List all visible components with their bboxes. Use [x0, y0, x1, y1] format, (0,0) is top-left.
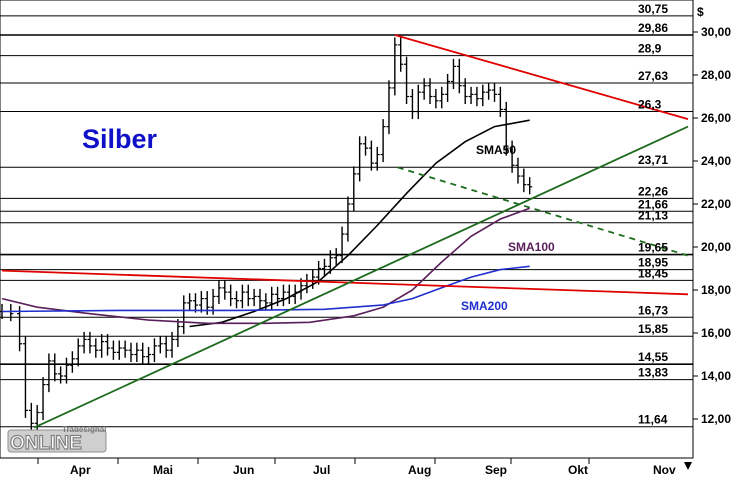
- y-tick-label: 22,00: [701, 197, 731, 211]
- level-label: 21,66: [638, 197, 668, 211]
- level-label: 26,3: [638, 98, 662, 112]
- level-label: 11,64: [638, 413, 668, 427]
- trendline: [1, 269, 689, 296]
- series-sma100: [1, 207, 530, 325]
- y-tick-label: 20,00: [701, 240, 731, 254]
- level-labels: 30,75 29,86 28,9 27,63 26,3 23,71 22,2621,6621…: [638, 2, 668, 427]
- x-tick-label: Okt: [568, 463, 588, 477]
- y-axis-unit: $: [697, 5, 704, 19]
- series-sma200: [1, 265, 530, 313]
- level-label: 14,55: [638, 350, 668, 364]
- level-label: 23,71: [638, 153, 668, 167]
- series-label: SMA100: [508, 240, 555, 254]
- trendlines: [1, 34, 689, 429]
- trendline: [33, 125, 689, 429]
- y-tick-label: 14,00: [701, 369, 731, 383]
- x-tick-label: Nov: [653, 463, 676, 477]
- level-label: 18,45: [638, 266, 668, 280]
- y-tick-label: 18,00: [701, 283, 731, 297]
- tradesignal-online-logo: Tradesignal ONLINE: [7, 425, 107, 455]
- indicator-lines: SMA50 SMA100 SMA200: [1, 119, 555, 328]
- x-tick-label: Aug: [408, 463, 431, 477]
- x-tick-label: Jun: [233, 463, 254, 477]
- level-label: 22,26: [638, 184, 668, 198]
- y-tick-label: 26,00: [701, 111, 731, 125]
- series-sma50: [189, 119, 530, 328]
- level-label: 28,9: [638, 42, 662, 56]
- axes: 12,00 14,00 16,00 18,00 20,00 22,00 24,00 26,00…: [0, 0, 731, 477]
- level-label: 19,65: [638, 241, 668, 255]
- svg-text:Tradesignal: Tradesignal: [62, 425, 106, 434]
- y-tick-label: 28,00: [701, 68, 731, 82]
- level-label: 30,75: [638, 2, 668, 16]
- level-label: 16,73: [638, 303, 668, 317]
- plot-frame: [0, 0, 694, 459]
- level-label: 27,63: [638, 69, 668, 83]
- x-tick-label: Sep: [485, 463, 507, 477]
- y-tick-label: 30,00: [701, 25, 731, 39]
- chart-title: Silber: [82, 124, 158, 154]
- trendline: [394, 34, 689, 120]
- scroll-arrow-icon: [684, 462, 692, 470]
- y-tick-label: 16,00: [701, 326, 731, 340]
- level-label: 13,83: [638, 366, 668, 380]
- x-tick-label: Mai: [153, 463, 173, 477]
- level-label: 21,13: [638, 209, 668, 223]
- series-label: SMA200: [461, 299, 508, 313]
- x-tick-label: Apr: [70, 463, 91, 477]
- series-label: SMA50: [476, 143, 516, 157]
- svg-text:ONLINE: ONLINE: [10, 433, 82, 454]
- x-tick-label: Jul: [313, 463, 330, 477]
- level-label: 18,95: [638, 256, 668, 270]
- level-label: 15,85: [638, 322, 668, 336]
- y-tick-label: 24,00: [701, 154, 731, 168]
- level-label: 29,86: [638, 21, 668, 35]
- y-tick-label: 12,00: [701, 412, 731, 426]
